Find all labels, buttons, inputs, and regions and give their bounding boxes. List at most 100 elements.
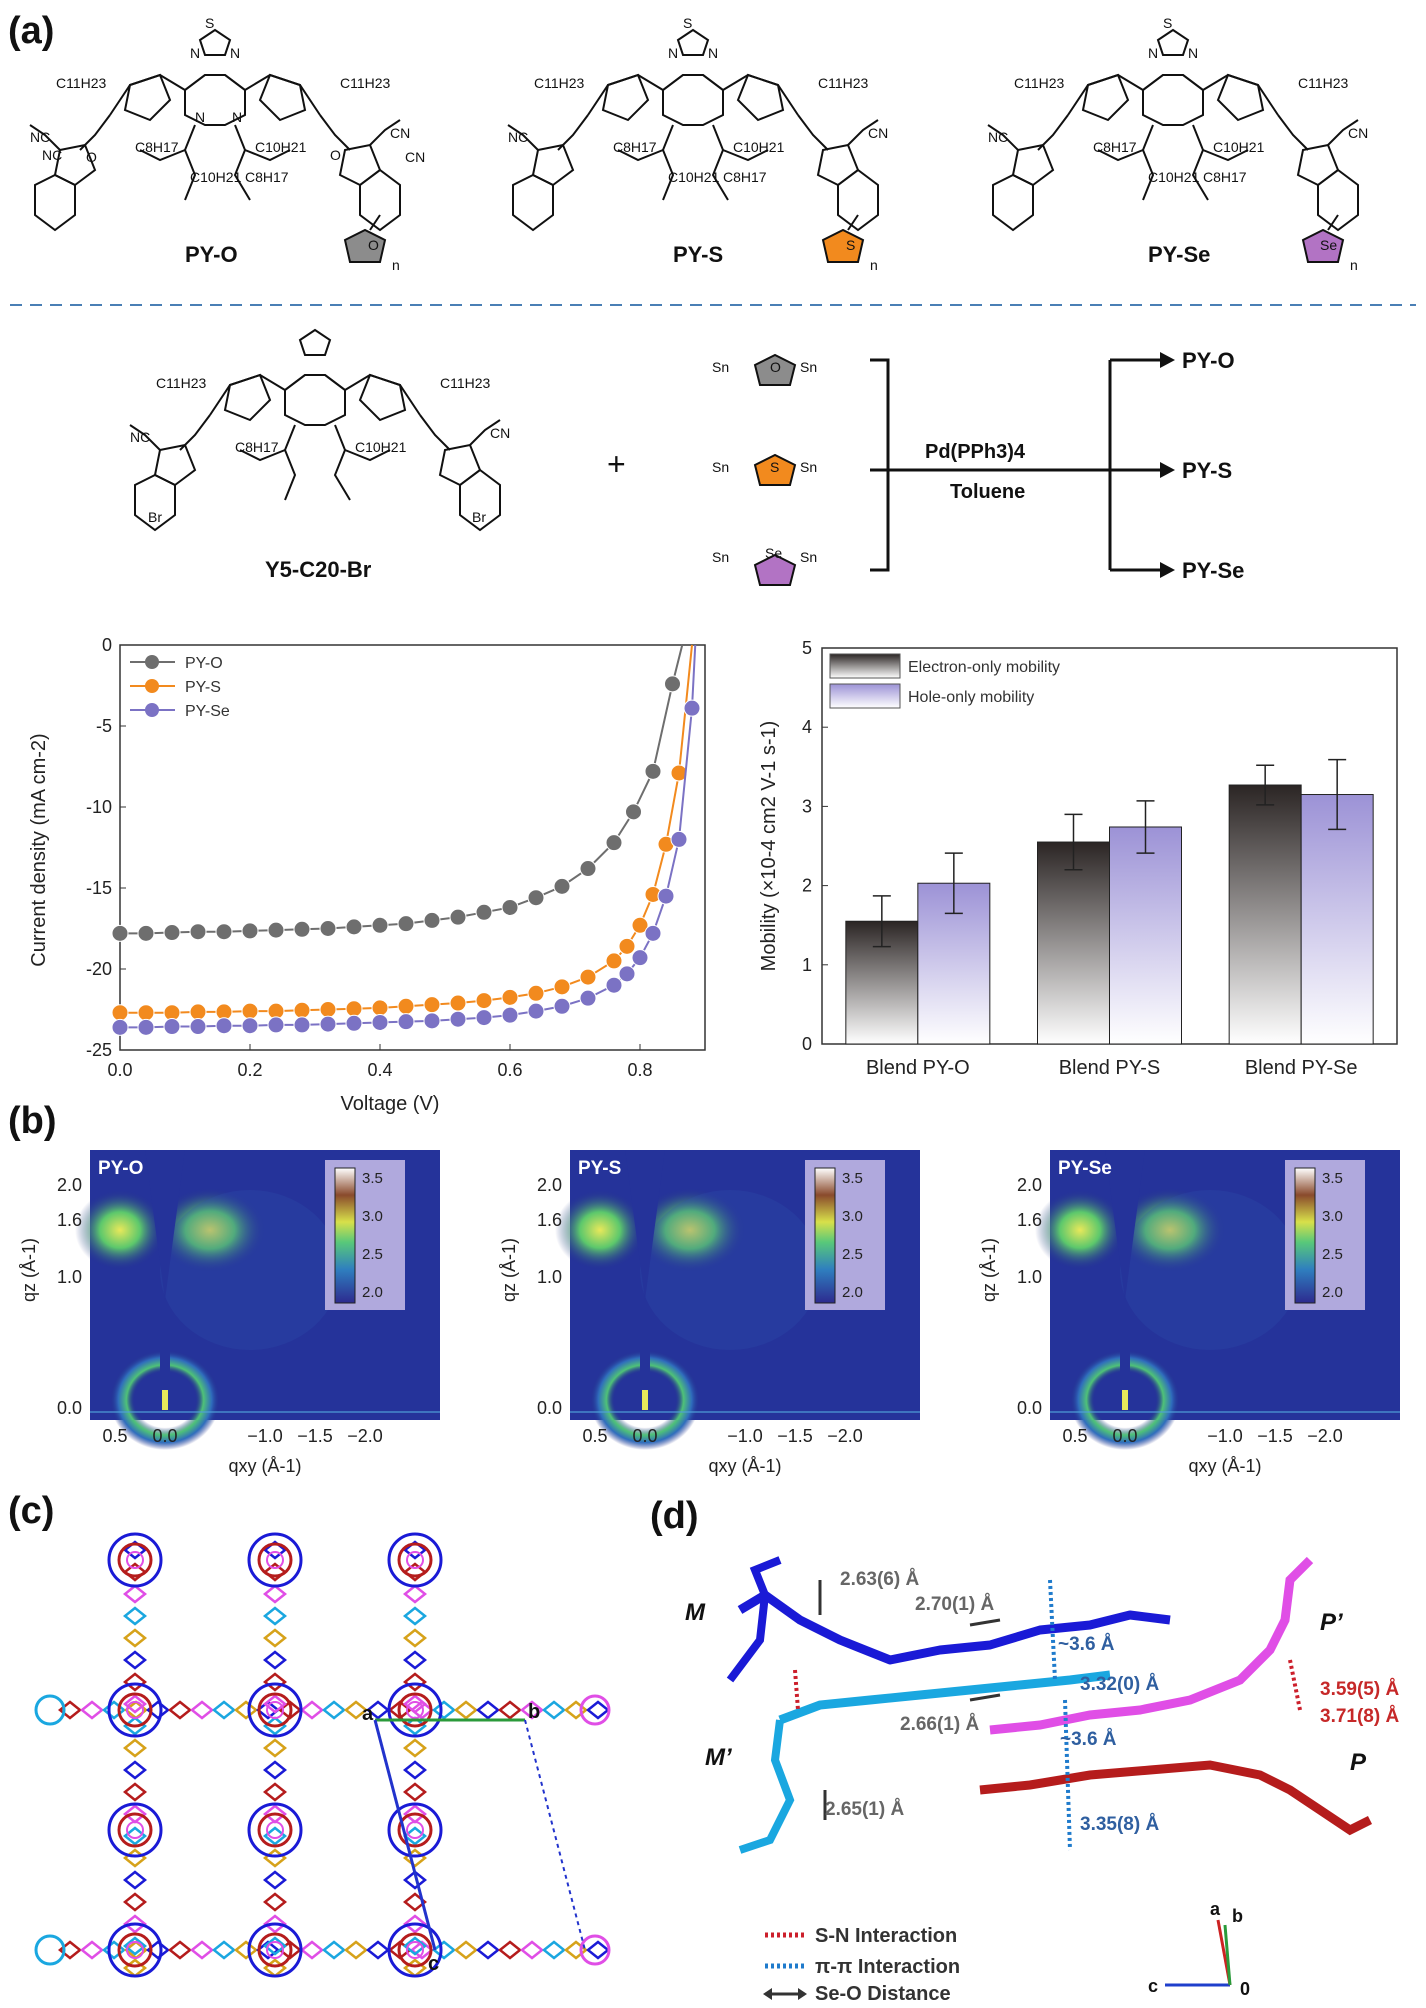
giwaxs-panel-label: PY-O [98,1158,143,1179]
jv-point-PY-Se [631,949,649,967]
mob-bar-hole [1109,826,1182,1045]
lattice-unit [321,1940,347,1960]
giwaxs-ytick-label: 1.6 [1017,1210,1042,1230]
giwaxs-colorbar-tick: 2.0 [1322,1284,1343,1301]
giwaxs-xtick-label: 0.0 [632,1426,657,1446]
jv-legend-marker [145,703,159,717]
lattice-unit [122,1760,148,1780]
dist-3-6-b: ~3.6 Å [1060,1729,1117,1750]
svg-text:b: b [1232,1906,1243,1926]
mob-category-label: Blend PY-Se [1245,1057,1358,1079]
lattice-unit [262,1584,288,1604]
lattice-unit [402,1804,428,1824]
lattice-unit [262,1738,288,1758]
stannyl-reagents: O Sn Sn S Sn Sn Se Sn Sn [712,353,817,586]
mobility-bar-chart: 0 1 2 3 4 5 Blend PY-O Blend PY-S Blend PY-Se E… [758,638,1398,1079]
jv-point-PY-S [241,1002,259,1020]
lattice-unit [122,1716,148,1736]
jv-xlabel: Voltage (V) [341,1093,440,1115]
molecule-py-se: S N N C11H23 C11H23 C8H17 C10H21 C10H21 … [987,15,1368,273]
mobility-ylabel: Mobility (×10-4 cm2 V-1 s-1) [758,721,780,972]
giwaxs-ylabel: qz (Å-1) [499,1238,519,1302]
jv-point-PY-O [345,918,363,936]
svg-text:C8H17: C8H17 [245,169,289,185]
jv-point-PY-Se [605,976,623,994]
svg-text:NC: NC [988,129,1008,145]
giwaxs-colorbar-tick: 3.5 [362,1170,383,1187]
lattice-unit [475,1940,501,1960]
selenophene-ring [1301,228,1345,263]
svg-text:NC: NC [42,147,62,163]
jv-point-PY-O [215,923,233,941]
molecule-name-py-o: PY-O [185,242,238,267]
giwaxs-lobe [555,1190,645,1270]
giwaxs-ytick-label: 1.0 [1017,1267,1042,1287]
svg-text:C10H21: C10H21 [255,139,307,155]
lattice-node [34,1694,66,1726]
jv-point-PY-Se [644,924,662,942]
lattice-unit [262,1760,288,1780]
lattice-unit [262,1628,288,1648]
jv-point-PY-O [501,898,519,916]
lattice-unit [79,1700,105,1720]
jv-point-PY-O [449,908,467,926]
lattice-unit [189,1940,215,1960]
jv-xtick-label: 0.6 [497,1060,522,1080]
lattice-unit [402,1760,428,1780]
svg-text:N: N [1188,45,1198,61]
lattice-unit [585,1700,611,1720]
giwaxs-xtick-label: 0.0 [1112,1426,1137,1446]
giwaxs-xlabel: qxy (Å-1) [708,1456,781,1476]
lattice-unit [122,1870,148,1890]
jv-point-PY-O [241,922,259,940]
svg-text:CN: CN [868,125,888,141]
jv-point-PY-Se [293,1016,311,1034]
jv-point-PY-S [371,999,389,1017]
giwaxs-lobe [1115,1188,1225,1272]
lattice-unit [402,1914,428,1934]
jv-point-PY-S [553,978,571,996]
jv-point-PY-Se [345,1014,363,1032]
lattice-unit [262,1936,288,1956]
mob-bar-electron [1228,784,1302,1045]
lattice-unit [262,1958,288,1978]
jv-point-PY-O [137,924,155,942]
giwaxs-ytick-label: 2.0 [537,1175,562,1195]
dist-3-59: 3.59(5) Å [1320,1679,1399,1700]
jv-point-PY-Se [397,1013,415,1031]
jv-point-PY-S [527,984,545,1002]
lattice-unit [122,1584,148,1604]
svg-text:C8H17: C8H17 [613,139,657,155]
giwaxs-colorbar [334,1167,356,1304]
label-M-prime: M’ [705,1744,732,1771]
giwaxs-colorbar-tick: 3.0 [842,1208,863,1225]
giwaxs-xtick-label: −2.0 [347,1426,383,1446]
svg-text:n: n [1350,257,1358,273]
lattice-unit [122,1606,148,1626]
lattice-node [247,1802,303,1858]
lattice-node [387,1532,443,1588]
mob-legend-swatch [829,653,901,679]
svg-text:S: S [770,459,779,475]
jv-point-PY-O [111,924,129,942]
jv-point-PY-Se [449,1010,467,1028]
giwaxs-ytick-label: 1.6 [537,1210,562,1230]
mob-legend-label: Electron-only mobility [908,659,1060,676]
dist-3-71: 3.71(8) Å [1320,1706,1399,1727]
jv-ytick-label: -15 [86,878,112,898]
svg-text:CN: CN [1348,125,1368,141]
lattice-node [387,1922,443,1978]
lattice-unit [122,1914,148,1934]
svg-text:C8H17: C8H17 [723,169,767,185]
jv-point-PY-Se [319,1015,337,1033]
giwaxs-panels: PY-O 3.5 3.0 2.5 2.0 2.0 1.6 1.0 0.0 0.5 0.0 −1.0 −1… [19,1150,1400,1476]
jv-point-PY-O [397,915,415,933]
giwaxs-ytick-label: 2.0 [1017,1175,1042,1195]
lattice-unit [233,1700,259,1720]
jv-ylabel: Current density (mA cm-2) [28,733,50,966]
lattice-unit [402,1826,428,1846]
jv-point-PY-Se [579,989,597,1007]
jv-point-PY-O [189,923,207,941]
mob-ytick-label: 5 [802,638,812,658]
jv-ytick-label: -10 [86,797,112,817]
